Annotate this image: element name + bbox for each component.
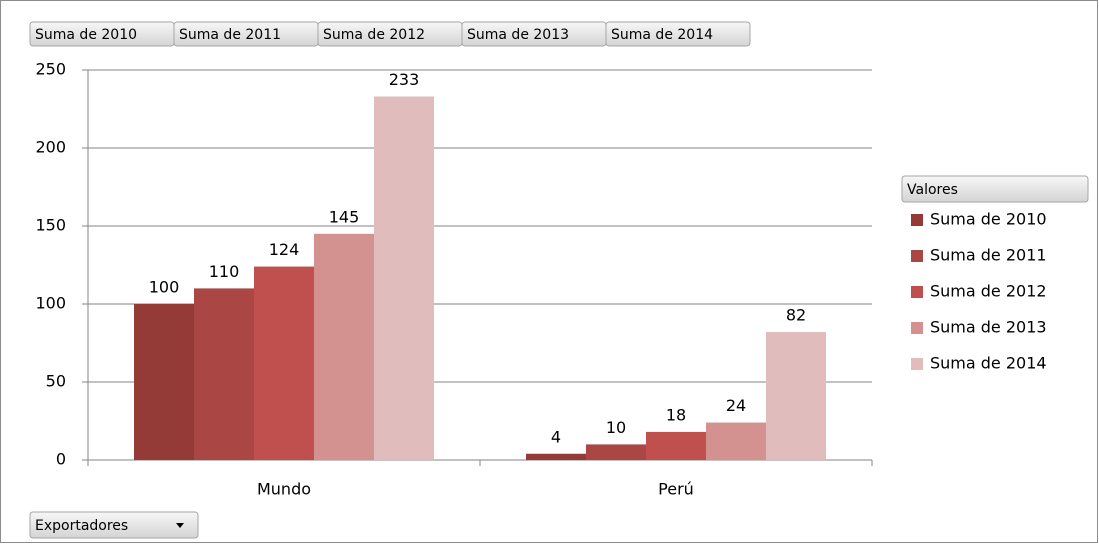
data-label: 110 (209, 262, 240, 281)
data-label: 145 (329, 207, 360, 226)
field-button-bg (605, 21, 751, 47)
legend-label: Suma de 2011 (930, 246, 1047, 265)
legend-swatch (911, 250, 923, 262)
legend-swatch (911, 214, 923, 226)
data-label: 124 (269, 240, 300, 259)
y-tick-label: 0 (56, 450, 66, 469)
field-button[interactable]: Suma de 2014 (605, 21, 751, 47)
y-tick-label: 150 (35, 216, 66, 235)
legend-title-button-label: Valores (907, 182, 958, 198)
legend-swatch (911, 322, 923, 334)
field-button-label: Suma de 2014 (611, 27, 713, 43)
bar (586, 444, 646, 460)
bar (766, 332, 826, 460)
axis-field-button-label: Exportadores (35, 518, 128, 534)
field-button-label: Suma de 2013 (467, 27, 569, 43)
bar (134, 304, 194, 460)
y-tick-label: 250 (35, 60, 66, 79)
data-label: 18 (666, 405, 686, 424)
legend-label: Suma de 2012 (930, 282, 1047, 301)
axis-field-button-bg (29, 511, 199, 539)
data-label: 24 (726, 396, 746, 415)
bar (194, 288, 254, 460)
dropdown-arrow (176, 523, 184, 528)
bar (706, 422, 766, 460)
field-button[interactable]: Suma de 2012 (317, 21, 463, 47)
legend-swatch (911, 358, 923, 370)
legend-label: Suma de 2013 (930, 318, 1047, 337)
field-button[interactable]: Suma de 2010 (29, 21, 175, 47)
data-label: 82 (786, 306, 806, 325)
legend-title-button-bg (901, 175, 1089, 203)
y-tick-label: 200 (35, 138, 66, 157)
data-label: 100 (149, 278, 180, 297)
bar (526, 453, 586, 460)
field-button[interactable]: Suma de 2011 (173, 21, 319, 47)
legend-label: Suma de 2014 (930, 354, 1047, 373)
x-tick-label: Mundo (257, 480, 311, 499)
bar (314, 233, 374, 460)
data-label: 233 (389, 70, 420, 89)
field-button-label: Suma de 2011 (179, 27, 281, 43)
y-tick-label: 100 (35, 294, 66, 313)
legend-title-button[interactable]: Valores (901, 175, 1089, 203)
bar (254, 266, 314, 460)
bar (646, 431, 706, 460)
field-button-label: Suma de 2012 (323, 27, 425, 43)
legend-swatch (911, 286, 923, 298)
data-label: 10 (606, 418, 626, 437)
bar (374, 96, 434, 461)
field-button-label: Suma de 2010 (35, 27, 137, 43)
field-button[interactable]: Suma de 2013 (461, 21, 607, 47)
y-tick-label: 50 (46, 372, 66, 391)
axis-field-button[interactable]: Exportadores (29, 511, 199, 539)
data-label: 4 (551, 427, 561, 446)
x-tick-label: Perú (658, 480, 694, 499)
legend-label: Suma de 2010 (930, 210, 1047, 229)
